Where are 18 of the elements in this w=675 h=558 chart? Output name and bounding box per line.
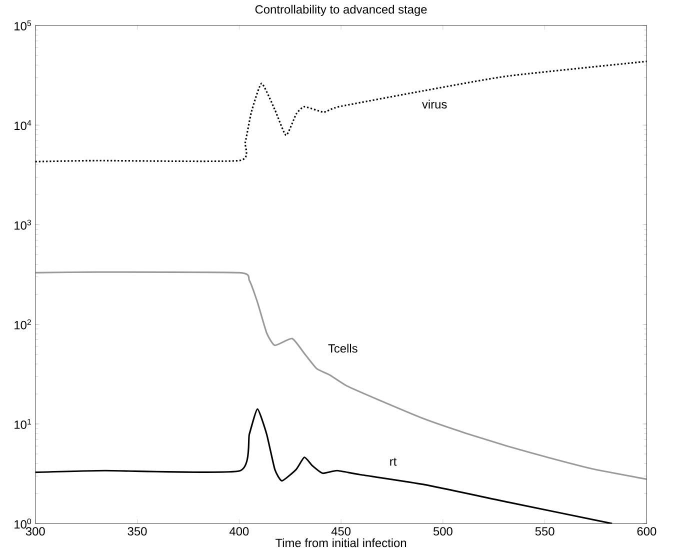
line-series [35,271,647,480]
x-tick-label: 600 [637,527,656,536]
x-tick-label: 400 [229,527,249,536]
y-tick-label: 10$^{4}$ [14,120,32,130]
series-label: rt [390,458,397,466]
x-tick-label: 550 [535,527,554,536]
y-tick-label: 10$^{3}$ [14,220,32,230]
x-axis-title: Time from initial infection [276,538,406,548]
y-tick-label: 10$^{1}$ [14,419,31,430]
series-label: Tcells [328,344,358,353]
x-tick-label: 300 [26,527,45,536]
chart-title: Controllability to advanced stage [255,5,427,16]
x-tick-label: 500 [433,527,452,536]
y-tick-label: 10$^{2}$ [14,320,31,330]
x-tick-label: 450 [331,527,351,536]
series-label: virus [422,100,447,109]
y-tick-label: 10$^{5}$ [14,20,32,31]
x-tick-label: 350 [128,527,147,536]
